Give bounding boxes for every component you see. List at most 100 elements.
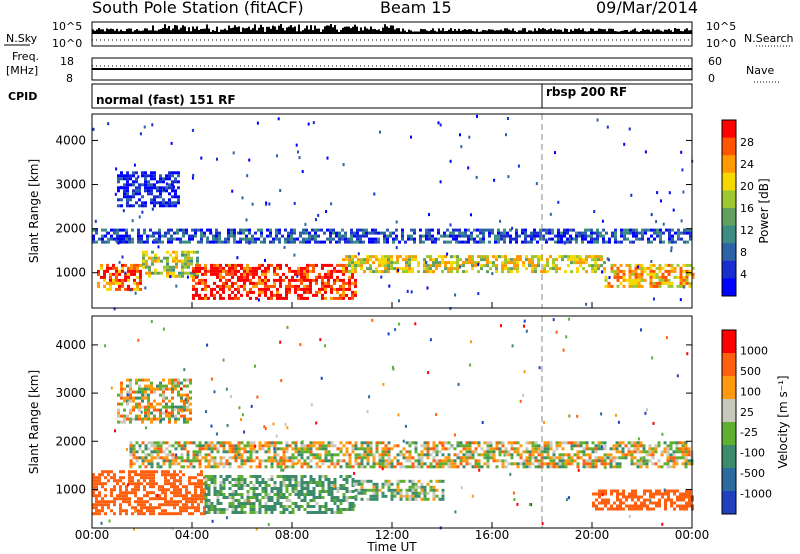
power-cell <box>159 189 162 193</box>
velocity-cell <box>128 470 131 474</box>
nsky-bar <box>390 25 392 34</box>
power-cell <box>296 274 299 278</box>
nsky-bar <box>560 29 562 34</box>
power-cell <box>628 272 632 276</box>
power-cell <box>602 234 605 238</box>
velocity-cell <box>213 508 217 511</box>
velocity-cell <box>489 444 493 448</box>
velocity-cell <box>104 512 107 516</box>
power-cell <box>336 290 339 294</box>
power-cell <box>406 289 409 293</box>
velocity-cell <box>144 396 147 400</box>
power-cell <box>153 186 156 190</box>
velocity-cell <box>204 511 208 514</box>
velocity-cell <box>252 441 256 445</box>
power-cell <box>185 231 188 235</box>
nsky-bar <box>316 28 318 34</box>
velocity-cell <box>210 444 214 448</box>
power-cell <box>156 195 159 199</box>
velocity-cell <box>679 495 682 499</box>
velocity-cell <box>655 489 658 493</box>
power-cell <box>381 270 384 274</box>
velocity-cell <box>603 447 607 451</box>
velocity-cell <box>372 485 376 489</box>
velocity-cell <box>297 447 301 451</box>
velocity-cell <box>540 462 544 466</box>
velocity-cell <box>405 497 409 501</box>
power-cell <box>480 258 483 262</box>
power-cell <box>245 240 248 244</box>
power-cell <box>317 213 320 217</box>
velocity-cell <box>243 505 247 508</box>
power-cell <box>479 228 482 232</box>
power-cell <box>115 278 118 282</box>
velocity-cell <box>645 453 649 457</box>
power-cell <box>655 275 659 279</box>
velocity-cell <box>285 505 289 508</box>
nsky-bar <box>446 31 448 34</box>
power-cell <box>264 259 266 262</box>
velocity-cell <box>122 497 125 501</box>
x-tick-label: 04:00 <box>175 528 210 542</box>
power-cell <box>248 237 251 241</box>
velocity-cell <box>243 462 247 466</box>
velocity-cell <box>159 387 162 391</box>
velocity-cell <box>306 490 310 493</box>
velocity-cell <box>558 441 562 445</box>
velocity-cell <box>685 495 688 499</box>
velocity-cell <box>345 453 349 457</box>
velocity-cell <box>399 453 403 457</box>
power-cell <box>489 261 492 265</box>
velocity-cell <box>297 508 301 511</box>
power-cell <box>670 249 673 253</box>
power-cell <box>135 177 138 181</box>
velocity-cell <box>348 475 352 478</box>
velocity-cell <box>360 459 364 463</box>
power-cell <box>623 142 626 146</box>
power-cell <box>254 237 257 241</box>
velocity-cell <box>639 462 643 466</box>
velocity-cell <box>357 447 361 451</box>
velocity-cell <box>211 519 214 523</box>
power-cell <box>601 270 603 274</box>
power-cell <box>219 263 222 267</box>
power-cell <box>545 240 548 244</box>
nsky-bar <box>610 28 612 34</box>
power-cell <box>213 272 216 276</box>
power-cell <box>570 255 573 259</box>
power-cell <box>278 231 281 235</box>
velocity-cell <box>225 508 229 511</box>
velocity-cell <box>222 358 225 362</box>
nsky-bar <box>292 27 294 34</box>
velocity-cell <box>582 450 586 454</box>
velocity-cell <box>342 487 346 490</box>
velocity-cell <box>684 450 688 454</box>
power-cell <box>242 231 245 235</box>
velocity-cell <box>339 502 343 505</box>
power-cell <box>117 241 120 245</box>
power-cell <box>405 264 408 268</box>
velocity-cell <box>138 408 141 412</box>
power-cell <box>294 269 297 273</box>
power-cell <box>424 260 427 264</box>
velocity-cell <box>234 484 238 487</box>
velocity-cell <box>447 447 451 451</box>
velocity-cell <box>216 493 220 496</box>
velocity-cell <box>417 453 421 457</box>
power-cell <box>210 272 213 276</box>
power-cell <box>182 231 185 235</box>
power-cell <box>101 228 104 232</box>
power-cell <box>357 261 360 265</box>
velocity-cell <box>150 450 154 454</box>
velocity-cell <box>673 501 676 505</box>
velocity-cell <box>646 507 649 511</box>
power-cell <box>145 259 148 263</box>
nsky-bar <box>580 29 582 34</box>
velocity-cell <box>171 405 174 409</box>
velocity-cell <box>603 444 607 448</box>
power-cell <box>187 262 190 266</box>
velocity-cell <box>120 402 123 406</box>
velocity-cell <box>615 444 619 448</box>
nsky-bar <box>350 28 352 34</box>
velocity-cell <box>264 487 268 490</box>
